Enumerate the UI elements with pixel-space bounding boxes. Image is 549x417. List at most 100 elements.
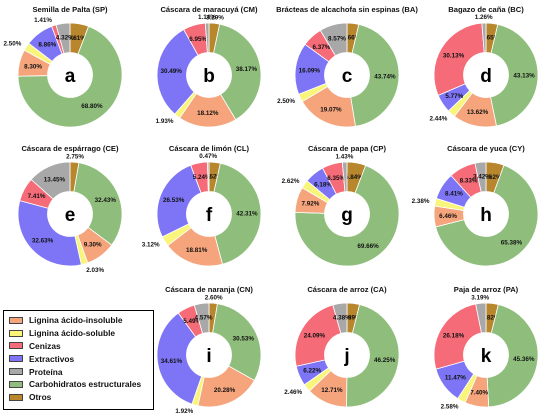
data-label: 7.40% <box>470 390 488 397</box>
data-label: 2.75% <box>66 153 84 160</box>
legend-label: Otros <box>29 392 52 403</box>
legend-item: Otros <box>9 391 153 404</box>
donut-slice <box>212 303 262 381</box>
donut-chart-k: Paja de arroz (PA) 3.82% 45.36% 7.40% 2.58% 1… <box>433 285 539 410</box>
donut-slice <box>474 161 487 193</box>
donut-slice <box>435 164 539 267</box>
donut-slice <box>204 22 210 53</box>
legend-swatch <box>9 316 23 324</box>
panel-letter: c <box>342 66 353 87</box>
chart-title: Cáscara de papa (CP) <box>308 144 387 153</box>
chart-title: Cáscara de yuca (CY) <box>447 144 525 153</box>
data-label: 42.31% <box>236 210 258 217</box>
data-label: 5.84% <box>345 174 363 181</box>
donut-slice <box>332 302 348 334</box>
data-label: 32.43% <box>95 197 117 204</box>
donut-slice <box>319 22 348 57</box>
data-label: 5.77% <box>445 93 463 100</box>
donut-chart-g: Cáscara de papa (CP) 5.84% 69.66% 7.92% 2.62… <box>282 144 400 267</box>
donut-slice <box>17 200 82 267</box>
chart-title: Bagazo de caña (BC) <box>448 5 524 14</box>
panel-letter: g <box>341 205 353 226</box>
data-label: 1.93% <box>156 118 174 125</box>
donut-slice <box>294 164 400 267</box>
data-label: 5.49% <box>183 318 201 325</box>
data-label: 7.41% <box>28 193 46 200</box>
data-label: 20.28% <box>214 387 236 394</box>
data-label: 6.22% <box>303 367 321 374</box>
legend-item: Extractivos <box>9 352 153 365</box>
donut-slice <box>341 161 348 193</box>
donut-slice <box>213 23 262 121</box>
legend-label: Cenizas <box>29 340 61 351</box>
data-label: 69.66% <box>357 243 379 250</box>
data-label: 3.89% <box>343 314 361 321</box>
data-label: 2.03% <box>86 267 104 274</box>
legend-label: Proteína <box>29 366 63 377</box>
data-label: 38.17% <box>236 66 258 73</box>
data-label: 3.19% <box>471 294 489 301</box>
data-label: 3.12% <box>142 242 160 249</box>
data-label: 1.26% <box>475 14 493 21</box>
donut-slice <box>156 312 203 405</box>
data-label: 3.42% <box>473 173 491 180</box>
chart-title: Cáscara de espárrago (CE) <box>21 144 119 153</box>
donut-slice <box>475 302 487 334</box>
donut-slice <box>346 304 400 408</box>
data-label: 30.49% <box>161 68 183 75</box>
donut-chart-c: Brácteas de alcachofa sin espinas (BA) 3.… <box>276 5 418 128</box>
data-label: 13.62% <box>467 109 489 116</box>
donut-slice <box>433 303 482 370</box>
data-label: 6.95% <box>189 36 207 43</box>
legend-item: Lignina ácido-soluble <box>9 327 153 340</box>
data-label: 2.38% <box>412 198 430 205</box>
donut-chart-e: Cáscara de espárrago (CE)2.75% 32.43% 9.30… <box>17 144 123 274</box>
chart-legend: Lignina ácido-insoluble Lignina ácido-so… <box>3 310 154 410</box>
data-label: 3.52% <box>204 173 222 180</box>
legend-item: Proteína <box>9 365 153 378</box>
panel-letter: f <box>206 205 213 226</box>
legend-swatch <box>9 393 23 401</box>
data-label: 6.37% <box>312 44 330 51</box>
data-label: 1.14% <box>198 14 216 21</box>
chart-title: Semilla de Palta (SP) <box>32 5 108 14</box>
panel-letter: i <box>206 346 211 367</box>
data-label: 46.25% <box>374 357 396 364</box>
data-label: 9.30% <box>84 242 102 249</box>
donut-chart-b: Cáscara de maracuyá (CM)3.29% 38.17% 18.12… <box>156 5 262 128</box>
data-label: 7.92% <box>302 201 320 208</box>
data-label: 16.09% <box>299 67 321 74</box>
data-label: 5.62% <box>484 174 502 181</box>
donut-slice <box>490 23 539 127</box>
data-label: 43.74% <box>374 73 396 80</box>
data-label: 30.13% <box>443 52 465 59</box>
panel-letter: k <box>481 346 492 367</box>
data-label: 65.38% <box>501 239 523 246</box>
donut-slice <box>486 304 539 408</box>
panel-letter: a <box>65 66 76 87</box>
data-label: 6.46% <box>439 213 457 220</box>
data-label: 0.47% <box>199 153 217 160</box>
donut-slice <box>73 162 123 246</box>
legend-swatch <box>9 368 23 376</box>
donut-chart-f: Cáscara de limón (CL) 3.52% 42.31% 18.81% 3.… <box>142 144 262 267</box>
donut-chart-j: Cáscara de arroz (CA) 3.89% 46.25% 12.71% 2.… <box>284 285 400 408</box>
legend-label: Lignina ácido-insoluble <box>29 315 123 326</box>
data-label: 2.58% <box>441 403 459 410</box>
donut-chart-i: Cáscara de naranja (CN)2.60% 30.53% 20.28%… <box>156 285 262 415</box>
panel-letter: j <box>343 346 349 367</box>
chart-title: Paja de arroz (PA) <box>454 285 519 294</box>
data-label: 32.63% <box>32 238 54 245</box>
donut-slice <box>294 304 342 367</box>
data-label: 2.50% <box>277 98 295 105</box>
donut-slice <box>30 161 71 200</box>
data-label: 5.24% <box>193 174 211 181</box>
data-label: 3.66% <box>342 34 360 41</box>
legend-swatch <box>9 342 23 350</box>
legend-item: Cenizas <box>9 340 153 353</box>
data-label: 4.38% <box>333 315 351 322</box>
data-label: 1.92% <box>175 408 193 415</box>
legend-swatch <box>9 329 23 337</box>
data-label: 8.33% <box>460 177 478 184</box>
